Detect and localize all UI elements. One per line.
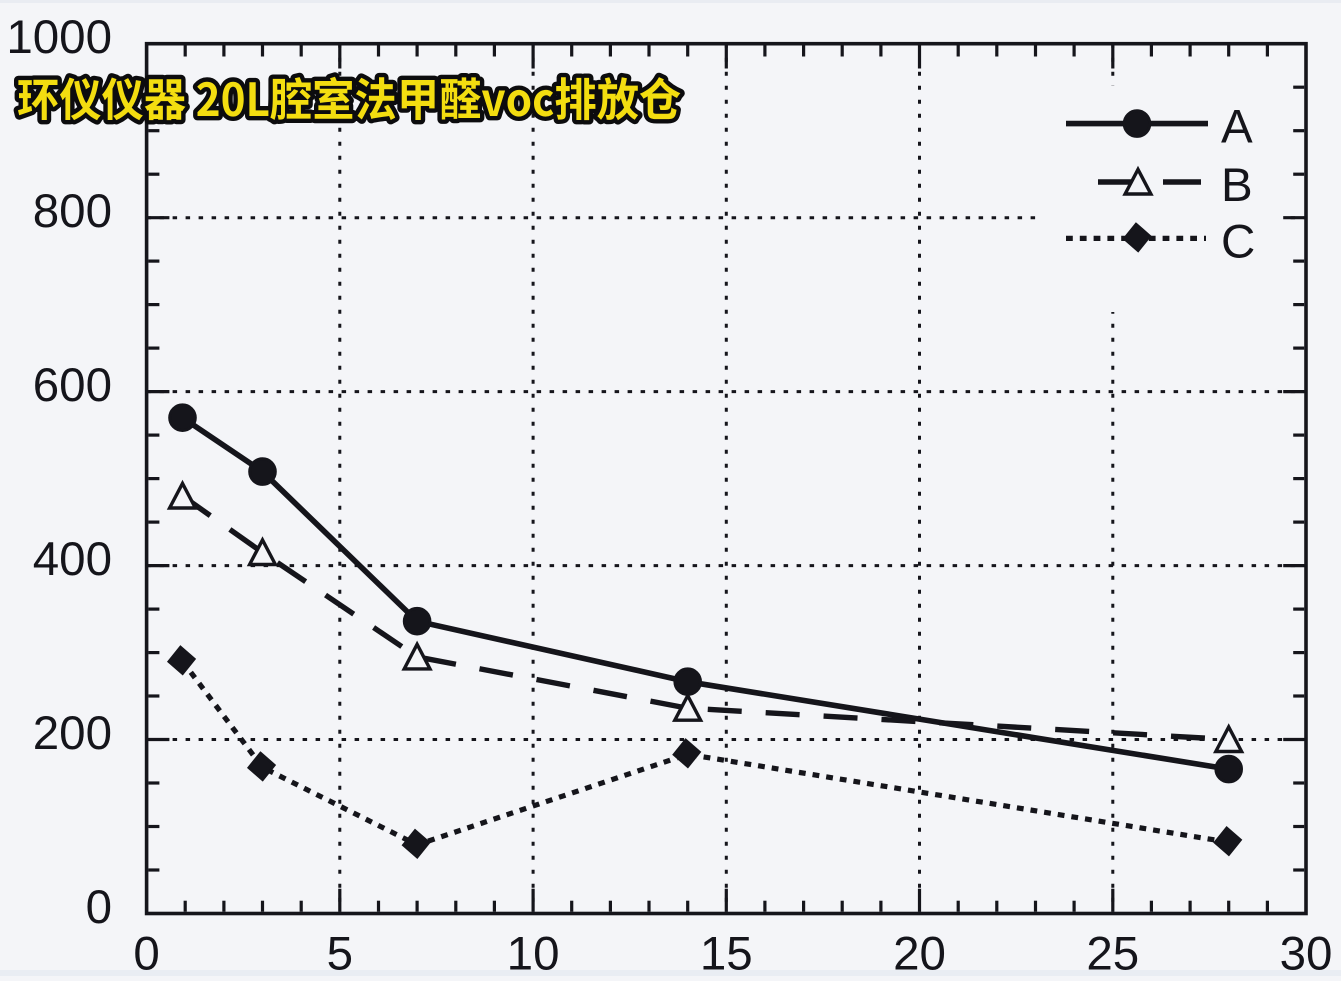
svg-text:0: 0: [86, 881, 112, 934]
svg-text:0: 0: [133, 928, 159, 977]
svg-text:A: A: [1221, 101, 1253, 154]
svg-text:800: 800: [33, 185, 112, 238]
svg-text:B: B: [1221, 159, 1253, 212]
svg-text:400: 400: [33, 533, 112, 586]
svg-text:200: 200: [33, 707, 112, 760]
svg-text:C: C: [1221, 215, 1255, 268]
svg-text:20: 20: [893, 928, 946, 977]
svg-text:5: 5: [327, 928, 353, 977]
svg-text:10: 10: [507, 928, 560, 977]
svg-text:1000: 1000: [6, 11, 112, 64]
svg-text:30: 30: [1280, 928, 1333, 977]
svg-text:25: 25: [1086, 928, 1139, 977]
svg-text:600: 600: [33, 359, 112, 412]
svg-text:15: 15: [700, 928, 753, 977]
